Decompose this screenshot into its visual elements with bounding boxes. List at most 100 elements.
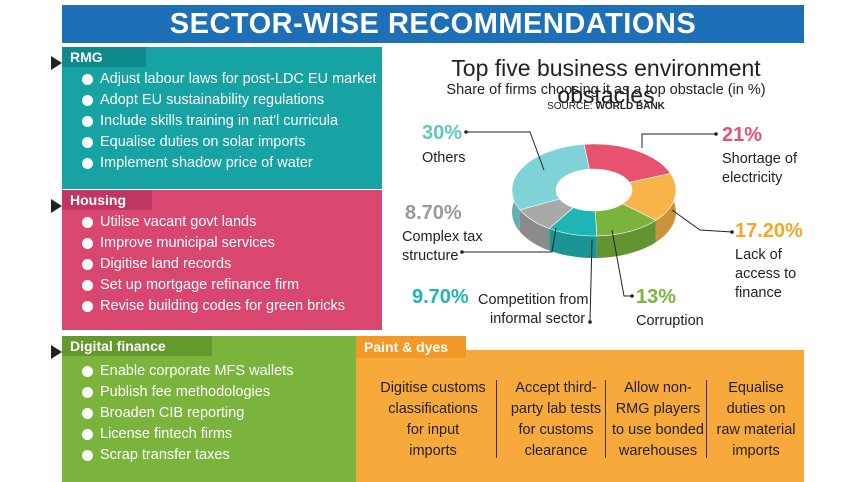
paint-line: Accept third- xyxy=(515,380,597,396)
paint-line: imports xyxy=(732,443,780,459)
paint-line: RMG players xyxy=(615,401,701,417)
paint-column-3: Allow non- RMG players to use bonded war… xyxy=(608,378,708,462)
list-item: Digitise land records xyxy=(80,254,345,275)
rmg-panel: RMG Adjust labour laws for post-LDC EU m… xyxy=(62,47,382,189)
leader-line-3 xyxy=(589,239,593,323)
slice-value-corruption: 13% xyxy=(636,286,677,308)
digital-finance-panel: Digital finance Enable corporate MFS wal… xyxy=(62,336,362,482)
paint-column-1: Digitise customs classifications for inp… xyxy=(368,378,498,462)
chart-subtitle: Share of firms choosing it as a top obst… xyxy=(446,82,766,98)
slice-label-corruption: Corruption xyxy=(636,312,704,331)
paint-line: warehouses xyxy=(618,443,698,459)
list-item: Utilise vacant govt lands xyxy=(80,212,345,233)
paint-column-4: Equalise duties on raw material imports xyxy=(708,378,804,462)
paint-line: for customs xyxy=(518,422,594,438)
page-title: SECTOR-WISE RECOMMENDATIONS xyxy=(62,5,804,43)
donut-hole xyxy=(559,177,629,211)
label-line: Corruption xyxy=(636,313,704,329)
leader-dot-2 xyxy=(630,294,634,298)
leader-line-4 xyxy=(462,227,557,253)
leader-lines xyxy=(460,130,734,324)
divider xyxy=(605,380,606,458)
paint-line: Allow non- xyxy=(624,380,692,396)
leader-line-1 xyxy=(671,209,733,233)
chart-source: SOURCE: WORLD BANK xyxy=(400,101,812,112)
housing-tag: Housing xyxy=(62,190,152,210)
slice-5 xyxy=(511,144,590,211)
paint-line: raw material xyxy=(716,422,796,438)
slice-value-tax: 8.70% xyxy=(405,202,462,224)
label-line: finance xyxy=(735,285,782,301)
label-line: access to xyxy=(735,266,797,282)
paint-line: clearance xyxy=(524,443,588,459)
source-name: WORLD BANK xyxy=(595,101,665,112)
list-item: Publish fee methodologies xyxy=(80,382,293,403)
rmg-pointer-icon xyxy=(51,56,62,70)
leader-dot-5 xyxy=(464,130,468,134)
housing-panel: Housing Utilise vacant govt lands Improv… xyxy=(62,190,382,330)
label-line: electricity xyxy=(722,170,783,186)
leader-dot-4 xyxy=(460,250,464,254)
divider xyxy=(706,380,707,458)
label-line: Others xyxy=(422,150,466,166)
housing-list: Utilise vacant govt lands Improve munici… xyxy=(80,212,345,317)
paint-dyes-panel: Paint & dyes Digitise customs classifica… xyxy=(356,336,804,482)
leader-line-0 xyxy=(641,133,716,148)
digital-finance-pointer-icon xyxy=(51,345,62,359)
leader-line-2 xyxy=(611,229,632,297)
list-item: Scrap transfer taxes xyxy=(80,445,293,466)
leader-line-5 xyxy=(466,131,545,171)
slice-label-others: Others xyxy=(422,149,466,168)
slice-label-electricity: Shortage of electricity xyxy=(722,150,797,188)
paint-line: Digitise customs xyxy=(380,380,486,396)
label-line: structure xyxy=(402,248,459,264)
paint-line: classifications xyxy=(388,401,478,417)
leader-dot-1 xyxy=(730,230,734,234)
label-line: informal sector xyxy=(490,311,586,327)
chart-title: Top five business environment obstacles xyxy=(451,55,761,108)
list-item: Adjust labour laws for post-LDC EU marke… xyxy=(80,69,376,90)
slice-side-2 xyxy=(596,220,656,258)
label-line: Complex tax xyxy=(402,229,483,245)
leader-dot-3 xyxy=(588,320,592,324)
paint-line: duties on xyxy=(726,401,786,417)
slice-value-others: 30% xyxy=(422,122,463,144)
list-item: Enable corporate MFS wallets xyxy=(80,361,293,382)
list-item: Equalise duties on solar imports xyxy=(80,132,376,153)
list-item: Set up mortgage refinance firm xyxy=(80,275,345,296)
slice-value-informal: 9.70% xyxy=(412,286,469,308)
slice-side-4 xyxy=(519,209,550,251)
paint-line: Equalise xyxy=(728,380,784,396)
list-item: License fintech firms xyxy=(80,424,293,445)
slice-value-electricity: 21% xyxy=(722,124,763,146)
housing-pointer-icon xyxy=(51,199,62,213)
divider xyxy=(496,380,497,458)
donut-top xyxy=(511,143,677,237)
slice-label-informal: Competition from informal sector xyxy=(478,291,588,329)
label-line: Lack of xyxy=(735,247,782,263)
label-line: Shortage of xyxy=(722,151,797,167)
list-item: Include skills training in nat'l curricu… xyxy=(80,111,376,132)
rmg-list: Adjust labour laws for post-LDC EU marke… xyxy=(80,69,376,174)
source-label: SOURCE: xyxy=(547,101,593,112)
paint-column-2: Accept third- party lab tests for custom… xyxy=(500,378,612,462)
digital-finance-list: Enable corporate MFS wallets Publish fee… xyxy=(80,361,293,466)
list-item: Implement shadow price of water xyxy=(80,153,376,174)
slice-label-tax: Complex tax structure xyxy=(402,228,483,266)
paint-line: imports xyxy=(409,443,457,459)
digital-finance-tag: Digital finance xyxy=(62,336,212,356)
list-item: Improve municipal services xyxy=(80,233,345,254)
label-line: Competition from xyxy=(478,292,589,308)
list-item: Adopt EU sustainability regulations xyxy=(80,90,376,111)
slice-0 xyxy=(583,143,672,183)
list-item: Broaden CIB reporting xyxy=(80,403,293,424)
slice-value-finance: 17.20% xyxy=(735,220,803,242)
slice-label-finance: Lack of access to finance xyxy=(735,246,796,303)
paint-line: to use bonded xyxy=(612,422,704,438)
paint-line: party lab tests xyxy=(510,401,602,417)
list-item: Revise building codes for green bricks xyxy=(80,296,345,317)
leader-dot-0 xyxy=(714,132,718,136)
paint-dyes-tag: Paint & dyes xyxy=(356,336,466,358)
paint-line: for input xyxy=(406,422,460,438)
